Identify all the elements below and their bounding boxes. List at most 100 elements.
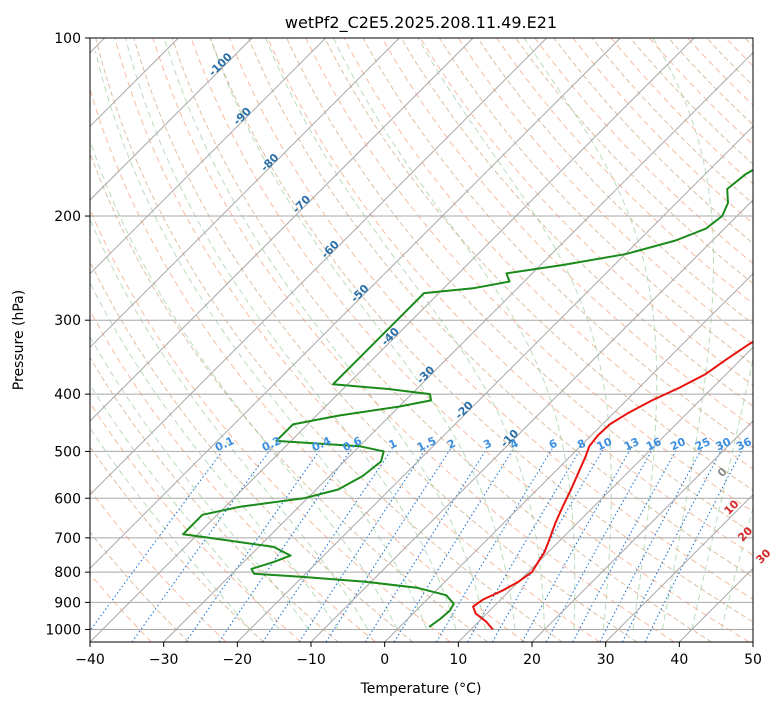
isotherm <box>163 51 753 642</box>
dry-adiabat <box>286 38 753 535</box>
mixing-ratio-line <box>131 448 272 642</box>
dry-adiabat <box>133 38 638 642</box>
x-tick-label: 10 <box>449 652 467 668</box>
plot-frame <box>89 37 754 643</box>
y-tick-label: 200 <box>54 209 81 225</box>
mixing-ratio-label: 25 <box>693 435 712 453</box>
dry-adiabat <box>90 445 264 642</box>
moist-adiabat <box>332 38 576 630</box>
isotherm-label: -90 <box>231 105 254 128</box>
mixing-ratio-label: 10 <box>595 435 615 453</box>
mixing-ratio-label: 20 <box>668 435 688 453</box>
x-tick-label: 40 <box>670 652 688 668</box>
dry-adiabat <box>90 531 190 642</box>
isotherm <box>457 346 753 642</box>
theta-line <box>152 38 675 642</box>
moist-adiabat <box>90 427 251 630</box>
theta-line <box>114 38 600 642</box>
moist-adiabat <box>652 38 714 630</box>
isotherm <box>90 38 695 642</box>
y-tick-label: 600 <box>54 491 81 507</box>
isotherm <box>90 38 474 422</box>
isotherm <box>384 272 753 642</box>
x-axis-label: Temperature (°C) <box>360 681 482 697</box>
x-tick-label: −40 <box>75 652 105 668</box>
isotherm <box>90 38 327 275</box>
moist-adiabat <box>720 506 753 630</box>
moist-adiabat <box>90 218 369 630</box>
mixing-ratio-line <box>298 448 427 642</box>
temperature-profile <box>472 340 753 631</box>
x-tick-label: 0 <box>380 652 389 668</box>
mixing-ratio-line <box>218 448 353 642</box>
isotherm-label: -40 <box>379 325 402 348</box>
moist-adiabat <box>691 356 753 630</box>
y-tick-label: 800 <box>54 565 81 581</box>
dry-adiabat <box>515 38 753 285</box>
theta-line <box>90 87 526 642</box>
mixing-ratio-line <box>644 448 744 642</box>
isotherm-label: -50 <box>348 282 371 305</box>
theta-line <box>90 309 376 642</box>
moist-adiabat <box>90 383 280 630</box>
x-tick-label: −10 <box>296 652 326 668</box>
y-tick-label: 500 <box>54 444 81 460</box>
theta-line <box>649 38 753 146</box>
dry-adiabat <box>171 38 712 642</box>
isotherm <box>236 125 753 642</box>
mixing-ratio-label: 3 <box>481 437 493 452</box>
isotherm <box>531 420 753 642</box>
isotherm <box>90 38 400 349</box>
dry-adiabat <box>324 38 753 491</box>
dry-adiabat <box>477 38 753 325</box>
theta-line <box>419 38 753 386</box>
mixing-ratio-line <box>599 448 703 642</box>
moist-adiabat <box>523 38 658 630</box>
moist-adiabat <box>90 281 339 630</box>
y-tick-label: 1000 <box>45 622 81 638</box>
mixing-ratio-line <box>572 448 678 642</box>
mixing-ratio-label: 6 <box>547 437 560 452</box>
x-tick-label: 20 <box>523 652 541 668</box>
mixing-ratio-line <box>262 448 393 642</box>
mixing-ratio-label: 4 <box>508 437 521 452</box>
dry-adiabat <box>209 38 753 623</box>
y-tick-label: 400 <box>54 387 81 403</box>
x-tick-label: −30 <box>149 652 179 668</box>
mixing-ratio-label: 16 <box>644 435 664 453</box>
dry-adiabat <box>90 356 339 642</box>
moist-adiabat <box>417 38 612 630</box>
dry-adiabat <box>438 38 753 366</box>
y-axis-label: Pressure (hPa) <box>11 290 27 390</box>
isotherm-label: -30 <box>414 363 437 386</box>
mixing-ratio-line <box>467 448 582 642</box>
mixing-ratio-line <box>325 448 452 642</box>
moist-adiabat-label: 30 <box>754 546 774 566</box>
chart-title: wetPf2_C2E5.2025.208.11.49.E21 <box>285 13 557 33</box>
mixing-ratio-line <box>435 448 553 642</box>
dry-adiabat <box>400 38 753 407</box>
mixing-ratio-label: 36 <box>734 435 754 453</box>
x-tick-label: 30 <box>597 652 615 668</box>
isotherm-label: -70 <box>290 193 313 216</box>
isotherm-label: -100 <box>206 50 235 79</box>
mixing-ratio-line <box>90 448 225 632</box>
mixing-ratio-line <box>185 448 322 642</box>
isotherm-label: -80 <box>258 151 281 174</box>
moist-adiabat <box>94 50 428 630</box>
theta-line <box>496 38 753 305</box>
theta-line <box>458 38 753 345</box>
isotherm <box>605 493 753 642</box>
dry-adiabat <box>362 38 753 449</box>
isotherm-label: -60 <box>319 238 342 261</box>
y-tick-label: 700 <box>54 531 81 547</box>
x-tick-label: −20 <box>223 652 253 668</box>
mixing-ratio-label: 13 <box>622 435 641 453</box>
moist-adiabat <box>265 38 545 630</box>
dry-adiabat <box>248 38 753 578</box>
isotherm <box>310 199 753 642</box>
dry-adiabat <box>95 38 563 642</box>
theta-line <box>90 401 302 642</box>
moist-adiabat <box>90 335 310 630</box>
